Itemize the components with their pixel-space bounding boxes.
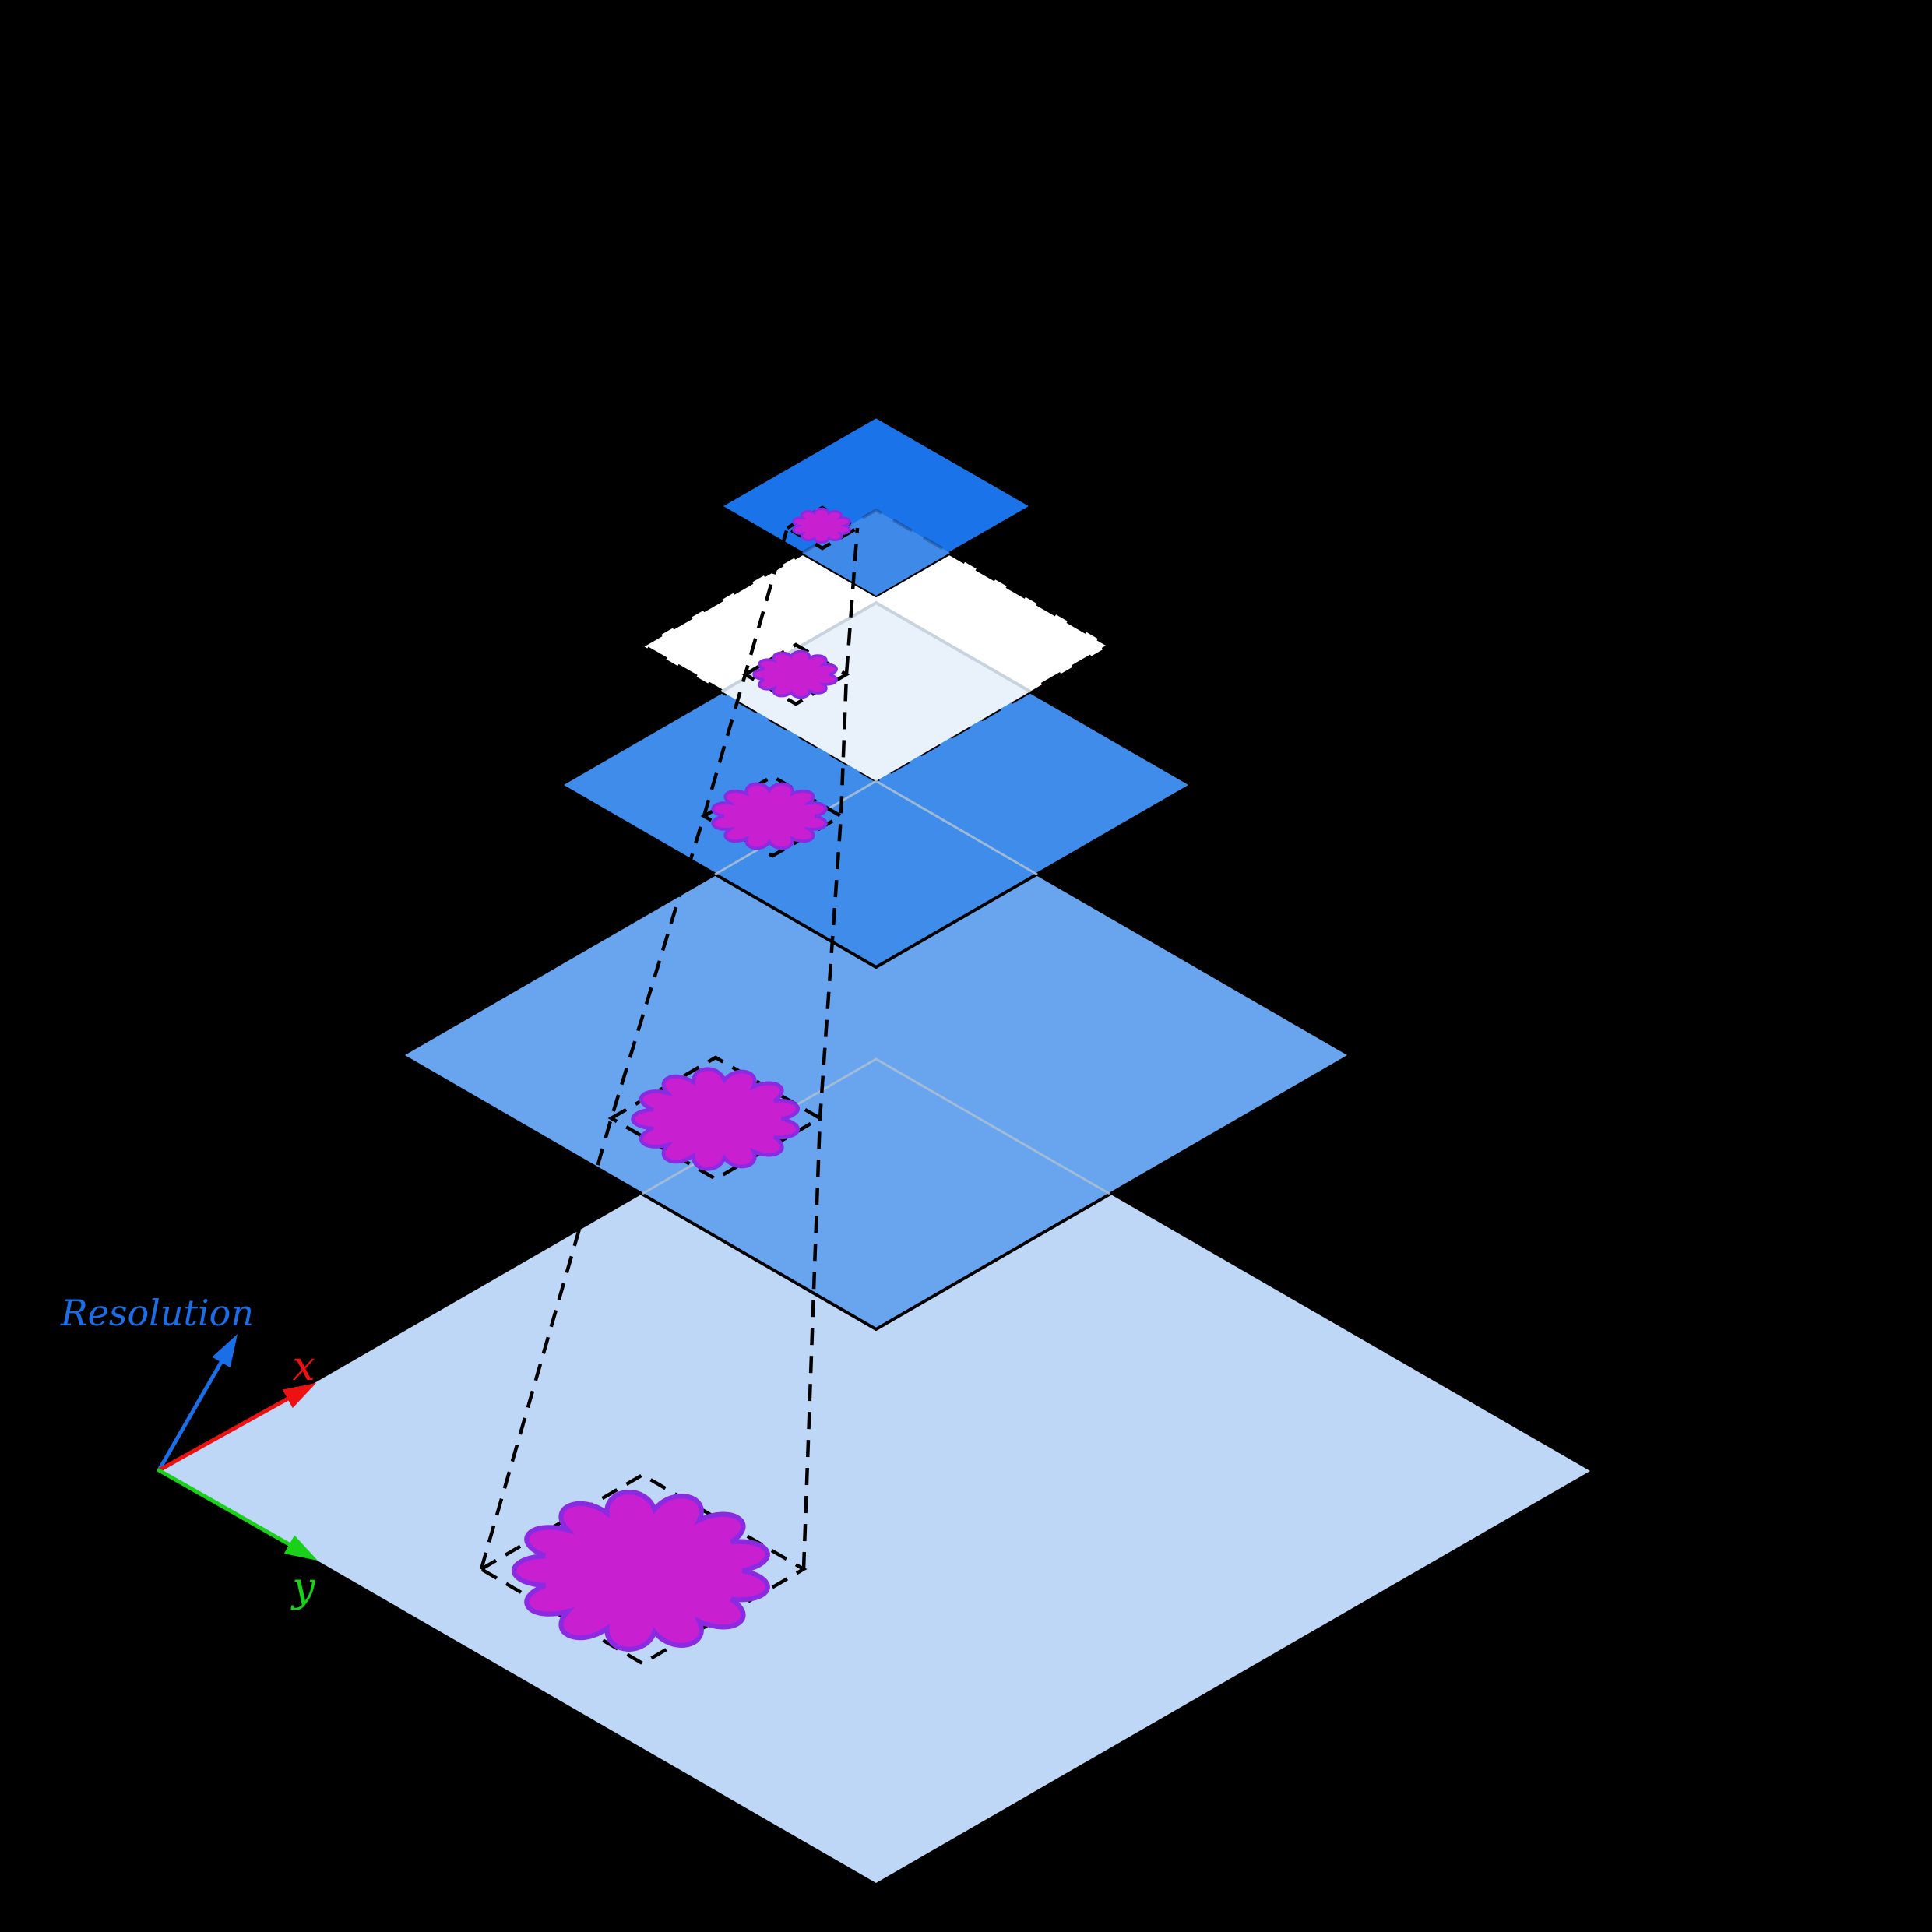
y-axis-label: y bbox=[290, 1564, 315, 1611]
blob-level-5 bbox=[792, 507, 851, 544]
pyramid-level-1 bbox=[162, 1059, 1590, 1883]
level4-through-level5-hidden-edge bbox=[801, 508, 952, 554]
axis-gizmo: Resolution x y bbox=[60, 1292, 318, 1611]
blob-level-1 bbox=[512, 1490, 770, 1652]
pyramid-level-5 bbox=[719, 415, 1033, 597]
resolution-axis-arrowhead-icon bbox=[212, 1334, 238, 1368]
blob-level-2 bbox=[631, 1067, 800, 1171]
resolution-axis-label: Resolution bbox=[60, 1292, 254, 1334]
lesion-blobs bbox=[512, 507, 851, 1652]
x-axis-line bbox=[157, 1394, 294, 1473]
resolution-axis-line bbox=[157, 1356, 226, 1473]
blob-level-4 bbox=[752, 649, 838, 699]
x-axis-label: x bbox=[292, 1343, 315, 1390]
x-axis-arrowhead-icon bbox=[282, 1383, 316, 1409]
blob-level-3 bbox=[711, 782, 828, 850]
y-axis-arrowhead-icon bbox=[283, 1535, 318, 1561]
y-axis-line bbox=[157, 1468, 296, 1549]
